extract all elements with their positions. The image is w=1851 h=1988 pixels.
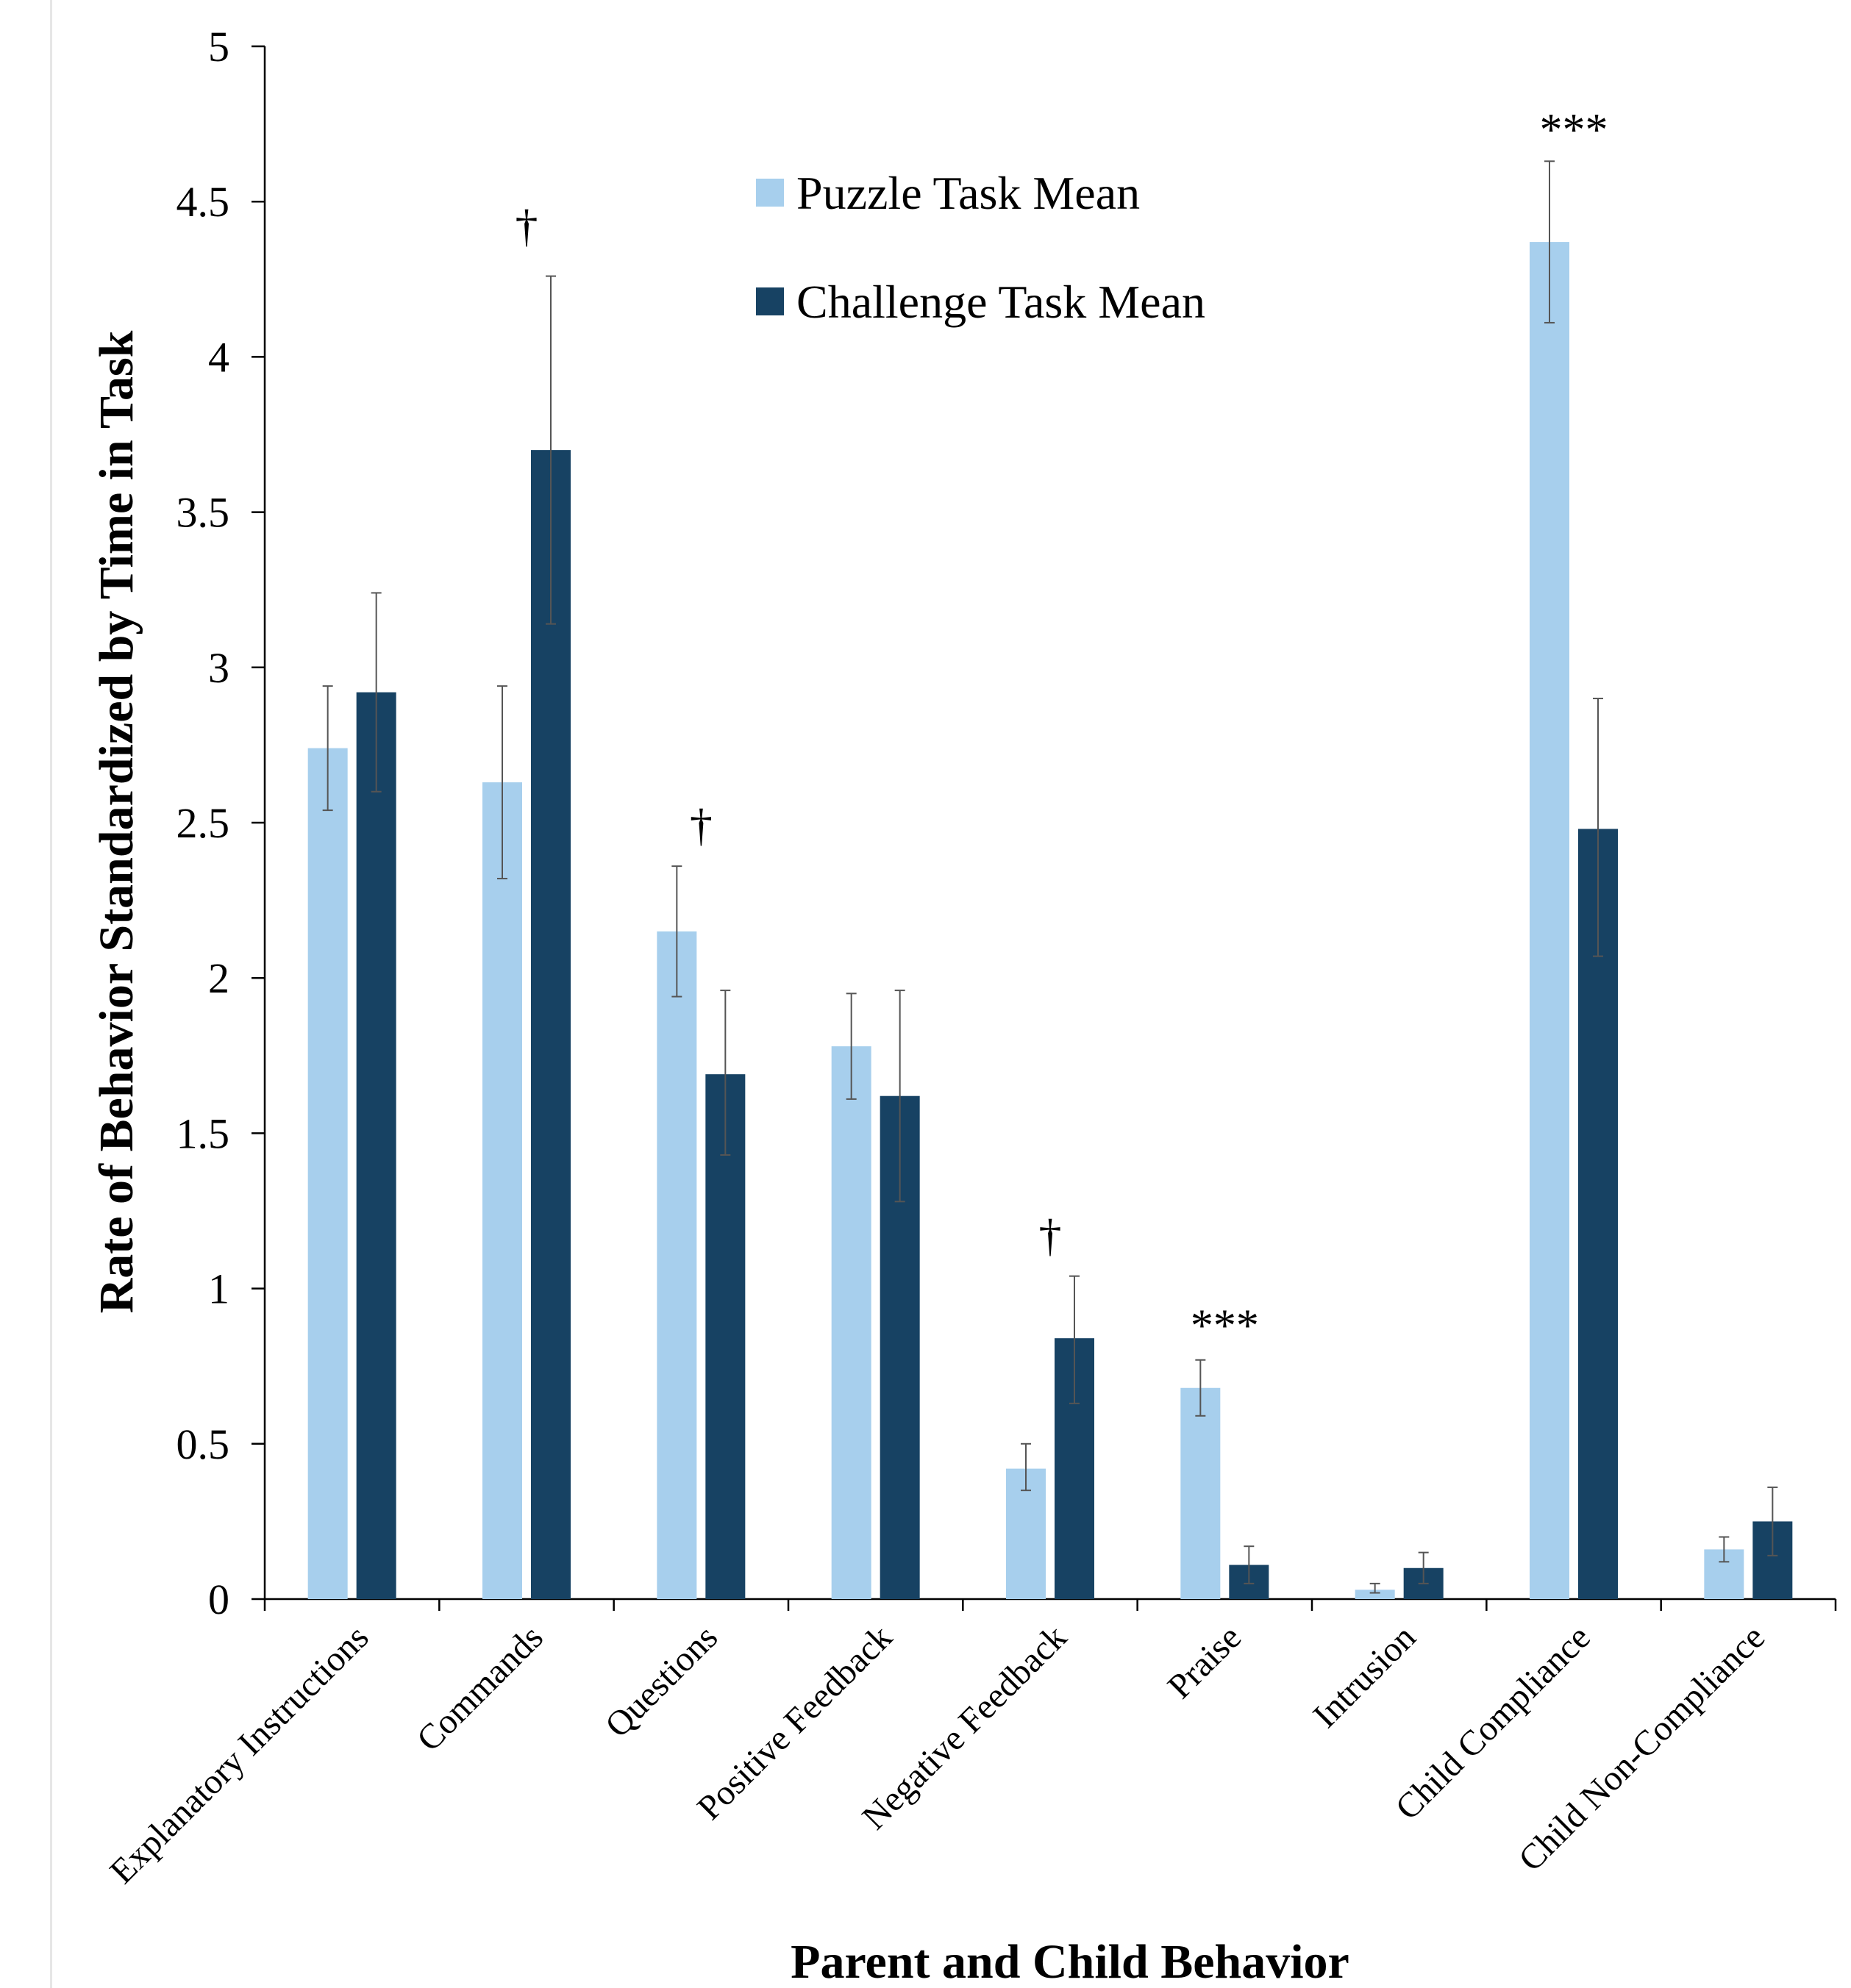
legend: Puzzle Task Mean Challenge Task Mean [756,167,1205,328]
x-category-label: Explanatory Instructions [102,1617,376,1891]
y-tick-label: 0.5 [176,1420,230,1468]
x-category-label: Commands [410,1617,551,1759]
x-category-label: Intrusion [1305,1617,1423,1735]
page-left-border [50,0,52,1988]
y-axis-title: Rate of Behavior Standardized by Time in… [90,330,143,1313]
y-tick-label: 1.5 [176,1109,230,1157]
x-category-label: Praise [1160,1617,1249,1706]
x-axis-title: Parent and Child Behavior [791,1935,1349,1988]
significance-marker: *** [1540,105,1608,155]
legend-swatch-challenge [756,287,784,315]
y-tick-label: 4 [208,333,229,381]
y-tick-label: 3.5 [176,489,230,537]
y-tick-label: 1 [208,1265,229,1313]
y-tick-label: 5 [208,23,229,71]
significance-marker: *** [1191,1301,1259,1351]
significance-marker: † [516,201,538,251]
puzzle-bar [1180,1387,1221,1599]
y-tick-label: 2.5 [176,799,230,847]
legend-label-puzzle: Puzzle Task Mean [796,167,1140,219]
challenge-bar [531,450,571,1599]
y-tick-label: 4.5 [176,178,230,226]
puzzle-bar [482,782,522,1599]
legend-label-challenge: Challenge Task Mean [796,276,1205,328]
challenge-bar [1578,829,1618,1599]
puzzle-bar [1355,1590,1395,1599]
puzzle-bar [831,1046,871,1599]
y-tick-label: 0 [208,1576,229,1623]
significance-marker: † [690,801,713,851]
significance-marker: † [1039,1211,1062,1261]
challenge-bar [356,692,396,1599]
x-category-label: Questions [598,1617,725,1745]
y-tick-label: 3 [208,644,229,692]
puzzle-bar [307,748,348,1599]
puzzle-bar [657,931,697,1599]
challenge-bar [705,1074,746,1599]
puzzle-bar [1530,242,1569,1599]
y-tick-label: 2 [208,954,229,1002]
legend-swatch-puzzle [756,179,784,207]
